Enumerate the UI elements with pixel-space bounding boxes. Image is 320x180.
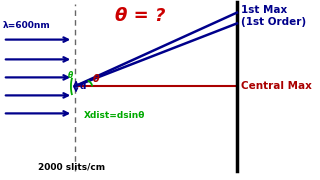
Text: θ: θ xyxy=(93,74,100,84)
Text: 1st Max
(1st Order): 1st Max (1st Order) xyxy=(241,5,307,27)
Text: 2000 slits/cm: 2000 slits/cm xyxy=(38,162,105,171)
Text: Xdist=dsinθ: Xdist=dsinθ xyxy=(84,111,145,120)
Text: λ=600nm: λ=600nm xyxy=(3,21,51,30)
Text: Central Max: Central Max xyxy=(241,81,312,91)
Text: θ = ?: θ = ? xyxy=(115,7,166,25)
Text: θ: θ xyxy=(68,71,73,80)
Text: d: d xyxy=(80,82,86,91)
